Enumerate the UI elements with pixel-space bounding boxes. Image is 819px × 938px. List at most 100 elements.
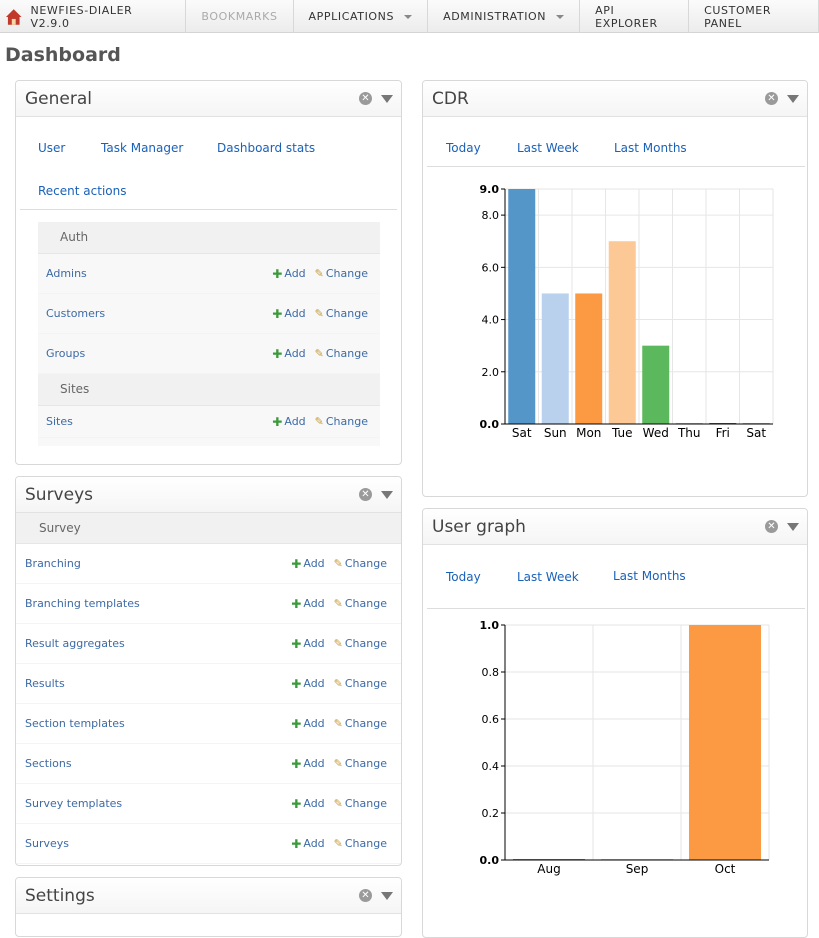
add-link[interactable]: ✚ Add [272, 347, 305, 361]
change-label: Change [325, 347, 368, 360]
close-icon[interactable]: ✕ [359, 889, 372, 902]
chevron-down-icon[interactable] [381, 891, 393, 900]
change-link[interactable]: ✎ Change [315, 267, 368, 280]
pencil-icon: ✎ [333, 637, 343, 650]
add-link[interactable]: ✚ Add [291, 557, 324, 571]
model-link[interactable]: Sites [46, 415, 73, 428]
nav-item-administration[interactable]: ADMINISTRATION [428, 0, 581, 33]
tab-recent-actions[interactable]: Recent actions [38, 184, 127, 198]
close-icon[interactable]: ✕ [765, 520, 778, 533]
cdr-panel: CDR ✕ Today Last Week Last Months 0.0 2.0… [422, 80, 808, 497]
add-link[interactable]: ✚ Add [291, 837, 324, 851]
close-icon[interactable]: ✕ [359, 488, 372, 501]
tab-dashboard-stats[interactable]: Dashboard stats [217, 141, 316, 155]
close-icon[interactable]: ✕ [359, 92, 372, 105]
add-link[interactable]: ✚ Add [291, 597, 324, 611]
x-tick-label: Sat [746, 426, 766, 440]
x-tick-label: Fri [716, 426, 730, 440]
chevron-down-icon[interactable] [787, 94, 799, 103]
change-link[interactable]: ✎ Change [334, 837, 387, 850]
pencil-icon: ✎ [333, 797, 343, 810]
add-link[interactable]: ✚ Add [272, 415, 305, 429]
tab-user[interactable]: User [38, 141, 66, 155]
model-link[interactable]: Survey templates [25, 797, 123, 810]
add-link[interactable]: ✚ Add [291, 637, 324, 651]
bar [508, 189, 536, 424]
change-link[interactable]: ✎ Change [334, 717, 387, 730]
tab-last-months[interactable]: Last Months [613, 569, 686, 583]
pencil-icon: ✎ [333, 717, 343, 730]
change-label: Change [325, 267, 368, 280]
home-icon [5, 8, 22, 25]
bar [689, 625, 761, 860]
change-link[interactable]: ✎ Change [334, 797, 387, 810]
plus-icon: ✚ [291, 636, 302, 651]
model-link[interactable]: Surveys [25, 837, 69, 850]
brand-link[interactable]: NEWFIES-DIALER V2.9.0 [0, 0, 187, 33]
add-link[interactable]: ✚ Add [291, 677, 324, 691]
x-tick-label: Sat [512, 426, 532, 440]
nav-item-applications[interactable]: APPLICATIONS [294, 0, 429, 33]
user-graph-tabs: Today Last Week Last Months [427, 546, 805, 609]
add-link[interactable]: ✚ Add [291, 717, 324, 731]
model-link[interactable]: Branching [25, 557, 81, 570]
model-link[interactable]: Section templates [25, 717, 125, 730]
tab-today[interactable]: Today [446, 141, 481, 155]
chevron-down-icon[interactable] [381, 490, 393, 499]
tab-last-months[interactable]: Last Months [614, 141, 687, 155]
model-link[interactable]: Customers [46, 307, 106, 320]
cdr-panel-title: CDR [432, 88, 469, 109]
tab-last-week[interactable]: Last Week [517, 570, 579, 584]
change-link[interactable]: ✎ Change [334, 597, 387, 610]
plus-icon: ✚ [291, 836, 302, 851]
tab-today[interactable]: Today [446, 570, 481, 584]
change-label: Change [344, 637, 387, 650]
add-link[interactable]: ✚ Add [272, 307, 305, 321]
nav-item-bookmarks[interactable]: BOOKMARKS [186, 0, 294, 33]
general-panel: General ✕ User Task Manager Dashboard st… [15, 80, 402, 465]
model-link[interactable]: Groups [46, 347, 86, 360]
plus-icon: ✚ [291, 676, 302, 691]
change-link[interactable]: ✎ Change [334, 757, 387, 770]
change-link[interactable]: ✎ Change [334, 557, 387, 570]
model-link[interactable]: Sections [25, 757, 72, 770]
change-link[interactable]: ✎ Change [334, 637, 387, 650]
nav-item-api-explorer[interactable]: API EXPLORER [580, 0, 690, 33]
list-item: Groups ✚ Add ✎ Change [38, 334, 380, 374]
change-link[interactable]: ✎ Change [315, 307, 368, 320]
user-graph-panel-title: User graph [432, 516, 526, 537]
list-item: Surveys ✚ Add ✎ Change [16, 824, 401, 864]
chevron-down-icon[interactable] [381, 94, 393, 103]
nav-item-customer-panel[interactable]: CUSTOMER PANEL [689, 0, 819, 33]
add-label: Add [303, 677, 325, 690]
add-link[interactable]: ✚ Add [272, 267, 305, 281]
app-list: Auth Admins ✚ Add ✎ Change Customers ✚ Add ✎ Chan… [38, 222, 380, 446]
tab-task-manager[interactable]: Task Manager [101, 141, 184, 155]
plus-icon: ✚ [291, 716, 302, 731]
add-label: Add [303, 637, 325, 650]
chevron-down-icon[interactable] [787, 522, 799, 531]
nav-item-label: BOOKMARKS [201, 10, 278, 23]
change-link[interactable]: ✎ Change [315, 415, 368, 428]
add-label: Add [303, 557, 325, 570]
model-link[interactable]: Result aggregates [25, 637, 125, 650]
add-link[interactable]: ✚ Add [291, 797, 324, 811]
y-tick-label: 2.0 [482, 366, 500, 379]
model-link[interactable]: Admins [46, 267, 87, 280]
tab-last-week[interactable]: Last Week [517, 141, 579, 155]
model-link[interactable]: Results [25, 677, 65, 690]
add-link[interactable]: ✚ Add [291, 757, 324, 771]
pencil-icon: ✎ [314, 347, 324, 360]
cdr-tabs: Today Last Week Last Months [427, 118, 805, 167]
add-label: Add [284, 415, 306, 428]
add-label: Add [303, 837, 325, 850]
change-link[interactable]: ✎ Change [315, 347, 368, 360]
change-link[interactable]: ✎ Change [334, 677, 387, 690]
close-icon[interactable]: ✕ [765, 92, 778, 105]
pencil-icon: ✎ [333, 757, 343, 770]
nav-item-label: API EXPLORER [595, 3, 658, 30]
nav-item-label: APPLICATIONS [308, 10, 395, 23]
bar [541, 293, 569, 424]
model-link[interactable]: Branching templates [25, 597, 140, 610]
change-label: Change [344, 837, 387, 850]
